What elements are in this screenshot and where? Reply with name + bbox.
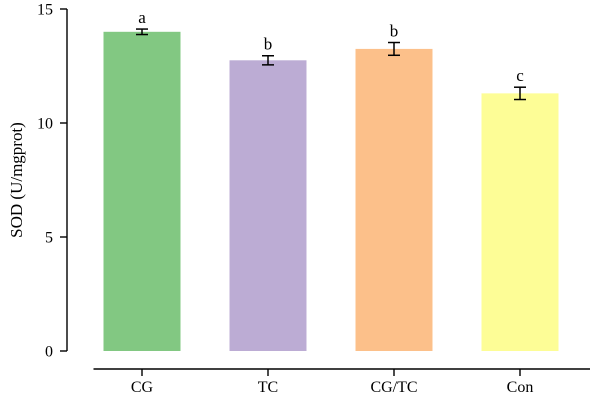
bar: [103, 31, 181, 352]
bar: [481, 93, 559, 352]
x-tick-label: Con: [507, 379, 534, 396]
y-tick-label: 5: [45, 230, 53, 247]
bar: [229, 60, 307, 352]
y-tick-label: 15: [37, 2, 53, 19]
y-axis-title: SOD (U/mgprot): [7, 122, 26, 238]
x-tick-label: CG: [131, 379, 154, 396]
significance-label: a: [138, 8, 146, 27]
x-tick-label: TC: [258, 379, 278, 396]
significance-label: b: [264, 35, 273, 54]
x-tick-label: CG/TC: [370, 379, 417, 396]
significance-label: c: [516, 66, 524, 85]
y-tick-label: 0: [45, 344, 53, 361]
y-tick-label: 10: [37, 116, 53, 133]
plot-area: 0 5 10 15 CG a TC b CG/TC b Con c: [37, 2, 590, 396]
significance-label: b: [390, 22, 399, 41]
bar: [355, 48, 433, 352]
